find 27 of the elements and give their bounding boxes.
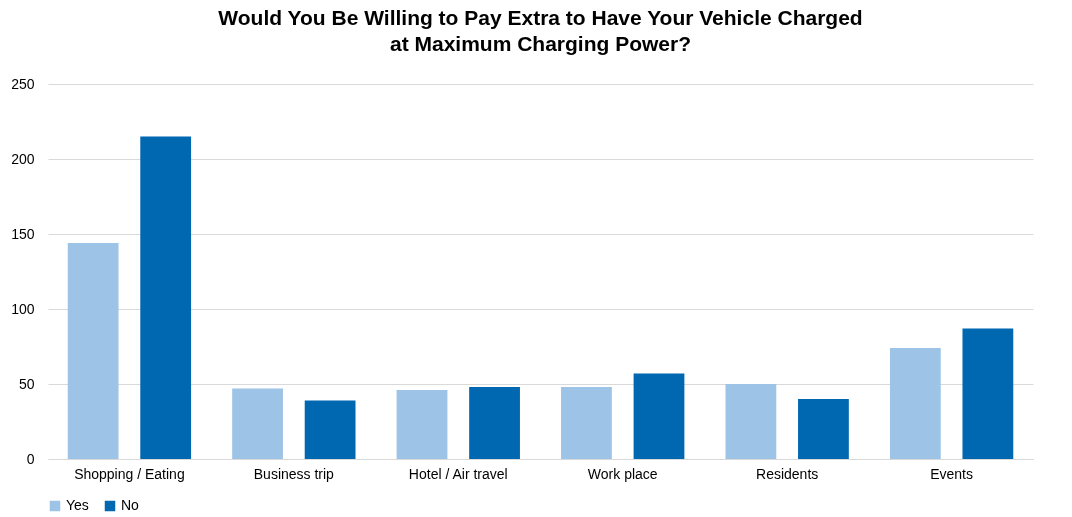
bar bbox=[396, 390, 448, 459]
x-tick-label: Hotel / Air travel bbox=[408, 465, 508, 482]
bar bbox=[798, 399, 849, 459]
y-tick-label: 0 bbox=[26, 450, 35, 467]
y-tick-label: 100 bbox=[11, 300, 35, 317]
bar bbox=[725, 384, 777, 459]
y-tick-label: 200 bbox=[11, 150, 35, 167]
x-tick-label: Shopping / Eating bbox=[74, 465, 185, 482]
legend-label: Yes bbox=[66, 497, 89, 513]
x-tick-label: Residents bbox=[756, 465, 819, 482]
bar bbox=[962, 328, 1014, 459]
bar bbox=[67, 243, 119, 459]
bar bbox=[232, 388, 283, 459]
x-tick-label: Events bbox=[930, 465, 974, 482]
bar bbox=[889, 348, 941, 459]
y-tick-label: 250 bbox=[11, 75, 35, 92]
bar bbox=[633, 373, 685, 459]
x-tick-label: Business trip bbox=[253, 465, 335, 482]
x-tick-label: Work place bbox=[587, 465, 658, 482]
chart-title: Would You Be Willing to Pay Extra to Have Your Vehicle Charged at Maximum Charging Power? bbox=[218, 6, 863, 55]
bar bbox=[469, 387, 520, 459]
y-tick-label: 50 bbox=[18, 375, 35, 392]
legend-label: No bbox=[121, 497, 140, 513]
bar bbox=[140, 136, 192, 459]
bar bbox=[304, 400, 356, 459]
y-tick-label: 150 bbox=[11, 225, 35, 242]
bar bbox=[561, 387, 612, 459]
